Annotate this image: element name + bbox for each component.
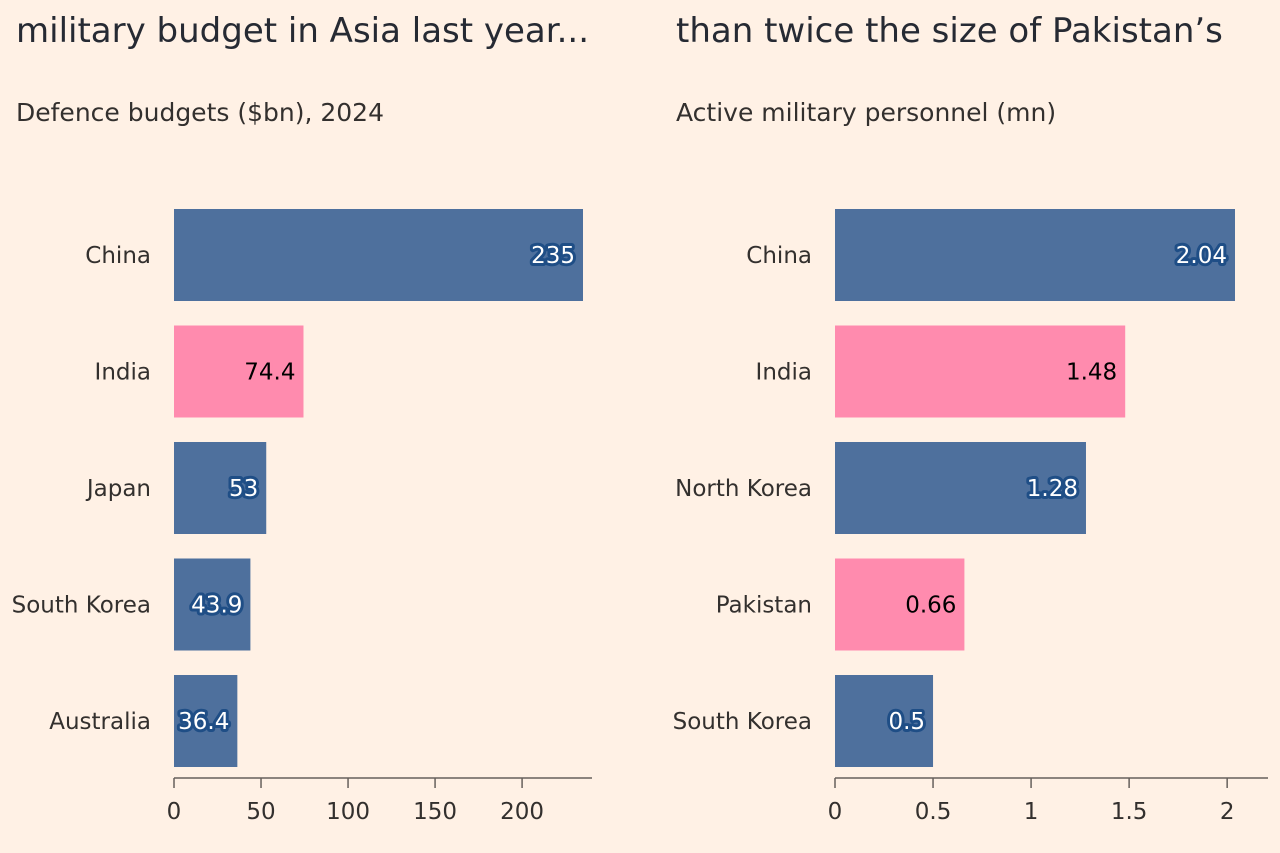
value-label: 36.4 [178,709,229,735]
value-label: 74.4 [244,360,295,386]
bar [174,558,251,651]
bar [835,325,1126,418]
category-label: Japan [85,476,151,502]
chart-title: than twice the size of Pakistan’s [676,11,1223,51]
value-label: 53 [229,476,258,502]
chart-title: military budget in Asia last year... [16,11,590,51]
bar [174,325,304,418]
x-tick-label: 1 [1024,799,1039,825]
value-label: 2.04 [1176,243,1227,269]
value-label: 1.48 [1066,360,1117,386]
chart-subtitle: Defence budgets ($bn), 2024 [16,98,384,127]
category-label: Pakistan [716,593,812,619]
chart-panel-military-personnel: than twice the size of Pakistan’s Active… [660,0,1280,853]
x-tick-label: 200 [500,799,544,825]
category-label: India [756,360,812,386]
bar-chart-defence-budgets: China 235 India 74.4 Japan 53 South Korea 43.9 A… [12,209,592,825]
bar [835,209,1235,301]
value-label: 0.5 [888,709,925,735]
category-label: China [746,243,812,269]
chart-panel-defence-budgets: military budget in Asia last year... Def… [12,11,592,825]
category-label: Australia [49,709,151,735]
bar [174,675,238,767]
value-label: 43.9 [191,593,242,619]
category-label: India [95,360,151,386]
x-tick-label: 0 [828,799,843,825]
bar [835,442,1086,534]
x-tick-label: 50 [246,799,275,825]
value-label: 235 [531,243,575,269]
bar-chart-military-personnel: China 2.04 India 1.48 North Korea 1.28 Pakista… [673,209,1268,825]
bar [174,442,267,534]
x-tick-label: 150 [413,799,457,825]
bar [835,675,934,767]
category-label: South Korea [12,593,151,619]
x-tick-label: 2 [1220,799,1235,825]
bar [835,558,965,651]
value-label: 1.28 [1027,476,1078,502]
x-tick-label: 0 [167,799,182,825]
category-label: China [85,243,151,269]
x-tick-label: 1.5 [1111,799,1148,825]
x-tick-label: 0.5 [915,799,952,825]
category-label: South Korea [673,709,812,735]
value-label: 0.66 [905,593,956,619]
bar [174,209,583,301]
chart-subtitle: Active military personnel (mn) [676,98,1057,127]
x-tick-label: 100 [326,799,370,825]
category-label: North Korea [675,476,812,502]
